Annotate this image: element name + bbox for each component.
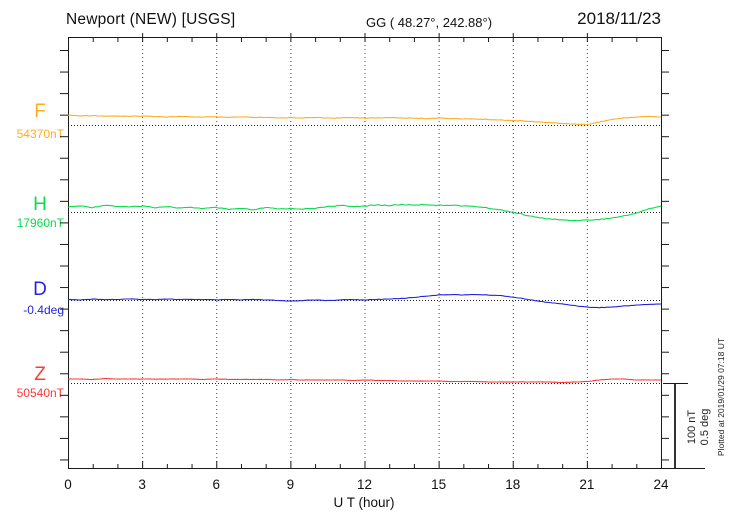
trace-label-f: F	[34, 101, 46, 122]
x-axis-title: U T (hour)	[333, 495, 395, 510]
x-tick-label: 24	[653, 477, 669, 492]
scale-bar-label: 100 nT 0.5 deg	[686, 409, 712, 446]
trace-H	[67, 203, 662, 222]
plotted-timestamp-note: Plotted at 2019/01/29 07:18 UT	[716, 337, 726, 457]
x-tick-label: 12	[357, 477, 372, 492]
trace-label-h: H	[33, 194, 47, 215]
station-title: Newport (NEW) [USGS]	[66, 11, 236, 28]
x-tick-label: 18	[505, 477, 520, 492]
trace-label-d: D	[33, 279, 47, 300]
trace-F	[67, 114, 661, 125]
trace-ref-value-h: 17960nT	[16, 216, 64, 230]
x-tick-label: 15	[431, 477, 446, 492]
x-tick-label: 0	[64, 477, 72, 492]
trace-ref-value-z: 50540nT	[16, 386, 64, 400]
x-tick-label: 6	[212, 477, 220, 492]
x-tick-label: 3	[138, 477, 146, 492]
trace-ref-value-f: 54370nT	[16, 127, 64, 141]
trace-Z	[67, 378, 661, 383]
plot-date: 2018/11/23	[577, 9, 661, 28]
trace-ref-value-d: -0.4deg	[23, 303, 64, 317]
scale-bar-nt-label: 100 nT	[685, 409, 698, 445]
trace-label-z: Z	[34, 364, 46, 385]
x-tick-label: 9	[287, 477, 295, 492]
x-tick-label: 21	[579, 477, 594, 492]
trace-D	[67, 293, 662, 309]
scale-bar-deg-label: 0.5 deg	[699, 408, 711, 446]
geographic-coordinates: GG ( 48.27°, 242.88°)	[366, 15, 493, 30]
